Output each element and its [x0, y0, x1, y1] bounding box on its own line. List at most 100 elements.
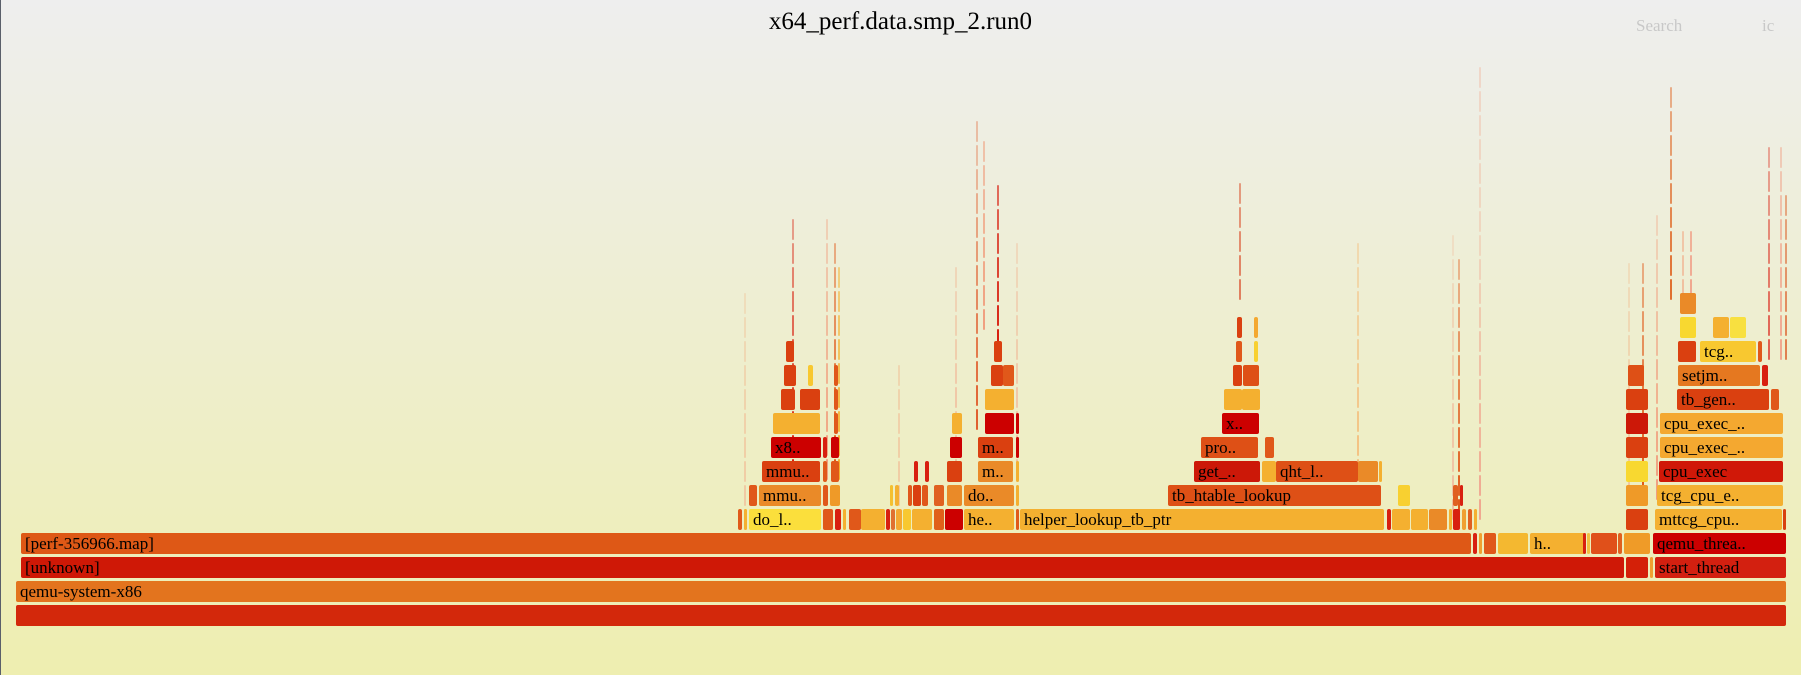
flame-frame-sliver[interactable] — [1780, 219, 1782, 240]
flame-frame-sliver[interactable] — [1780, 291, 1782, 312]
flame-frame-sliver[interactable] — [1016, 243, 1018, 264]
flame-frame[interactable] — [16, 605, 1786, 626]
flame-frame[interactable] — [1003, 365, 1014, 386]
flame-frame-sliver[interactable] — [826, 339, 828, 360]
flame-frame-sliver[interactable] — [1780, 243, 1782, 264]
flame-frame-sliver[interactable] — [834, 291, 836, 312]
flame-frame[interactable] — [1587, 533, 1590, 554]
flame-frame-sliver[interactable] — [983, 237, 985, 258]
flame-frame-sliver[interactable] — [1479, 379, 1481, 400]
flame-frame[interactable] — [823, 485, 828, 506]
flame-frame-sliver[interactable] — [1656, 215, 1658, 236]
flame-frame-sliver[interactable] — [898, 413, 900, 434]
flame-frame-sliver[interactable] — [1642, 287, 1644, 308]
flame-frame[interactable] — [947, 485, 962, 506]
flame-frame[interactable] — [1624, 533, 1650, 554]
flame-frame-sliver[interactable] — [1768, 147, 1770, 168]
flame-frame-h[interactable]: h.. — [1530, 533, 1585, 554]
flame-frame[interactable] — [985, 389, 1014, 410]
flame-frame-sliver[interactable] — [1785, 291, 1787, 312]
flame-frame-sliver[interactable] — [983, 141, 985, 162]
flame-frame-sliver[interactable] — [1682, 255, 1684, 276]
flame-frame-sliver[interactable] — [838, 363, 840, 384]
flame-frame-sliver[interactable] — [1452, 427, 1454, 448]
flame-frame-sliver[interactable] — [1656, 455, 1658, 476]
flame-frame[interactable] — [952, 413, 962, 434]
flame-frame-sliver[interactable] — [1656, 407, 1658, 428]
flame-frame[interactable] — [1650, 557, 1653, 578]
flame-frame[interactable] — [891, 509, 895, 530]
flame-frame-sliver[interactable] — [1670, 231, 1672, 252]
flame-frame-sliver[interactable] — [997, 233, 999, 254]
flame-frame-sliver[interactable] — [1458, 379, 1460, 400]
flame-frame[interactable] — [849, 509, 861, 530]
flame-frame-sliver[interactable] — [1239, 231, 1241, 252]
flame-frame-qht-l[interactable]: qht_l.. — [1276, 461, 1358, 482]
flame-frame[interactable] — [947, 461, 962, 482]
flame-frame-sliver[interactable] — [1239, 183, 1241, 204]
flame-frame--unknown[interactable]: [unknown] — [21, 557, 1624, 578]
flame-frame-tb-htable-lookup[interactable]: tb_htable_lookup — [1168, 485, 1381, 506]
flame-frame-sliver[interactable] — [1479, 235, 1481, 256]
flame-frame-sliver[interactable] — [1642, 263, 1644, 284]
flame-frame-sliver[interactable] — [1452, 307, 1454, 328]
flame-frame[interactable] — [781, 389, 795, 410]
flame-frame[interactable] — [1016, 485, 1019, 506]
flame-frame-sliver[interactable] — [1656, 383, 1658, 404]
flame-frame-sliver[interactable] — [1357, 363, 1359, 384]
flame-frame[interactable] — [738, 509, 742, 530]
flame-frame-sliver[interactable] — [1452, 403, 1454, 424]
flame-frame[interactable] — [1016, 461, 1019, 482]
flame-frame-sliver[interactable] — [983, 213, 985, 234]
flame-frame[interactable] — [1411, 509, 1428, 530]
flame-frame[interactable] — [744, 509, 747, 530]
flame-frame-sliver[interactable] — [1479, 163, 1481, 184]
flame-frame-sliver[interactable] — [1656, 359, 1658, 380]
flame-frame[interactable] — [834, 389, 838, 410]
flame-frame-sliver[interactable] — [898, 461, 900, 482]
flame-frame-sliver[interactable] — [976, 385, 978, 406]
flame-frame-sliver[interactable] — [1780, 315, 1782, 336]
flame-frame-sliver[interactable] — [1628, 287, 1630, 308]
flame-frame-sliver[interactable] — [1670, 255, 1672, 276]
flame-frame[interactable] — [908, 485, 912, 506]
flame-frame[interactable] — [1016, 509, 1019, 530]
flame-frame-sliver[interactable] — [1479, 499, 1481, 520]
flame-frame-sliver[interactable] — [1642, 335, 1644, 356]
flame-frame-sliver[interactable] — [744, 317, 746, 338]
flame-frame-m[interactable]: m.. — [978, 461, 1013, 482]
flame-frame-sliver[interactable] — [1768, 339, 1770, 360]
flame-frame-sliver[interactable] — [838, 339, 840, 360]
flame-frame-sliver[interactable] — [838, 411, 840, 432]
flame-frame[interactable] — [823, 437, 827, 458]
flame-frame[interactable] — [896, 509, 902, 530]
flame-frame[interactable] — [1583, 533, 1586, 554]
flame-frame[interactable] — [1262, 461, 1276, 482]
flame-frame-sliver[interactable] — [1016, 291, 1018, 312]
flame-frame[interactable] — [1479, 533, 1482, 554]
flame-frame-sliver[interactable] — [1479, 427, 1481, 448]
flame-frame-mmu[interactable]: mmu.. — [762, 461, 820, 482]
flame-frame[interactable] — [1783, 509, 1786, 530]
flame-frame[interactable] — [1398, 485, 1410, 506]
flame-frame[interactable] — [985, 413, 1014, 434]
flame-frame-sliver[interactable] — [1357, 339, 1359, 360]
flame-frame-sliver[interactable] — [976, 145, 978, 166]
flame-frame-sliver[interactable] — [744, 293, 746, 314]
flame-frame-sliver[interactable] — [898, 437, 900, 458]
flame-frame-sliver[interactable] — [826, 243, 828, 264]
flame-frame-sliver[interactable] — [976, 361, 978, 382]
flame-frame-sliver[interactable] — [834, 315, 836, 336]
flame-frame-sliver[interactable] — [1458, 355, 1460, 376]
flame-frame-sliver[interactable] — [838, 315, 840, 336]
flame-frame-sliver[interactable] — [1479, 211, 1481, 232]
flame-frame[interactable] — [903, 509, 911, 530]
flame-frame-sliver[interactable] — [1670, 183, 1672, 204]
flame-frame-tb-gen[interactable]: tb_gen.. — [1677, 389, 1769, 410]
flame-frame-sliver[interactable] — [1785, 315, 1787, 336]
flame-frame-sliver[interactable] — [898, 365, 900, 386]
flame-frame-sliver[interactable] — [1670, 87, 1672, 108]
flame-frame-sliver[interactable] — [1780, 267, 1782, 288]
flame-frame-sliver[interactable] — [983, 285, 985, 306]
flame-frame[interactable] — [800, 389, 820, 410]
